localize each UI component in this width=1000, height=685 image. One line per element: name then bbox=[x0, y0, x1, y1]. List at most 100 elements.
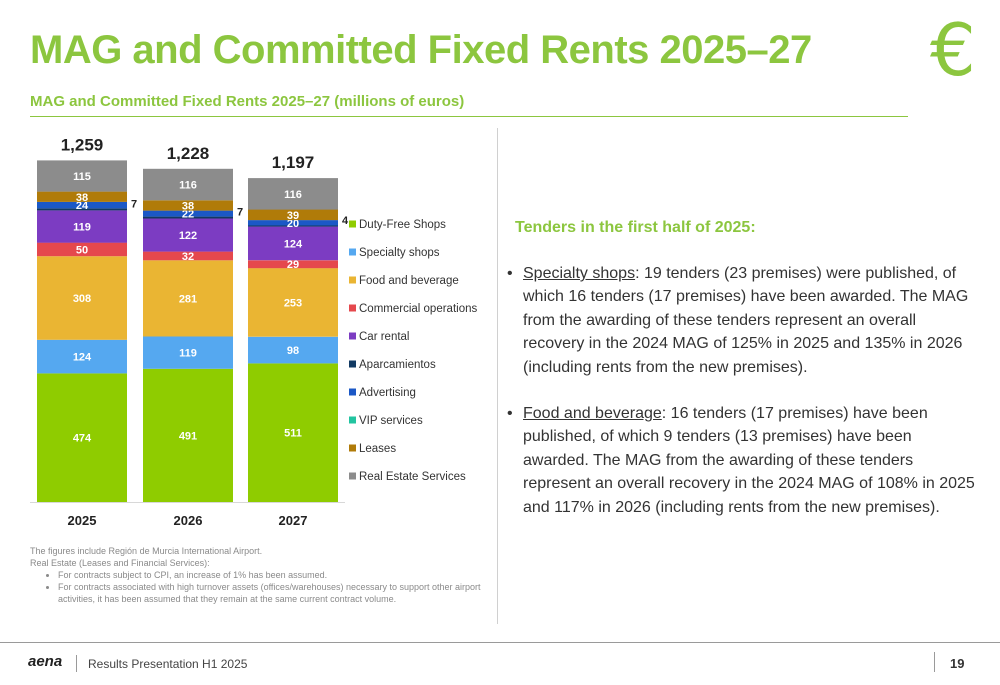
data-label: 115 bbox=[73, 171, 91, 183]
bullet-icon: • bbox=[507, 405, 513, 423]
bar-segment bbox=[37, 256, 127, 340]
note-line: The figures include Región de Murcia Int… bbox=[30, 546, 263, 556]
note-bullet: For contracts subject to CPI, an increas… bbox=[58, 569, 500, 581]
x-tick-label: 2025 bbox=[68, 513, 97, 528]
legend-label: Leases bbox=[359, 443, 396, 455]
data-label: 4 bbox=[342, 215, 349, 227]
subtitle-divider bbox=[30, 116, 908, 117]
legend-label: Advertising bbox=[359, 387, 416, 399]
bar-segment bbox=[248, 268, 338, 337]
legend-swatch bbox=[349, 416, 356, 424]
bar-segment bbox=[37, 373, 127, 502]
data-label: 7 bbox=[237, 207, 243, 219]
data-label: 22 bbox=[182, 209, 194, 221]
data-label: 50 bbox=[76, 244, 88, 256]
data-label: 20 bbox=[287, 218, 299, 230]
tender-category: Specialty shops bbox=[523, 265, 636, 282]
legend-swatch bbox=[349, 304, 356, 312]
tenders-list: • Specialty shops: 19 tenders (23 premise… bbox=[507, 262, 977, 542]
stacked-bar-chart: 47412430850119724381151,2592025491119281… bbox=[30, 135, 477, 528]
legend-label: Car rental bbox=[359, 331, 410, 343]
data-label: 124 bbox=[73, 352, 92, 364]
bar-segment bbox=[143, 210, 233, 217]
data-label: 281 bbox=[179, 293, 197, 305]
legend-swatch bbox=[349, 444, 356, 452]
data-label: 474 bbox=[73, 433, 92, 445]
data-label: 98 bbox=[287, 345, 299, 357]
data-label: 119 bbox=[73, 222, 91, 234]
bar-segment bbox=[143, 251, 233, 261]
data-label: 253 bbox=[284, 298, 302, 310]
note-line: Real Estate (Leases and Financial Servic… bbox=[30, 558, 210, 568]
legend-label: Real Estate Services bbox=[359, 471, 466, 483]
bar-segment bbox=[37, 160, 127, 192]
bar-segment bbox=[143, 218, 233, 252]
tender-category: Food and beverage bbox=[523, 405, 662, 423]
tender-item: • Specialty shops: 19 tenders (23 premise… bbox=[507, 262, 977, 379]
total-label: 1,197 bbox=[272, 153, 315, 172]
page-separator bbox=[934, 652, 935, 672]
bar-segment bbox=[143, 260, 233, 337]
data-label: 116 bbox=[284, 189, 302, 201]
bar-segment bbox=[143, 216, 233, 219]
tender-text: : 19 tenders (23 premises) were publishe… bbox=[523, 265, 969, 376]
legend-label: Food and beverage bbox=[359, 275, 459, 287]
data-label: 32 bbox=[182, 251, 194, 263]
data-label: 119 bbox=[179, 348, 197, 360]
note-bullet: For contracts associated with high turno… bbox=[58, 581, 500, 605]
bullet-icon: • bbox=[507, 265, 513, 282]
bar-segment bbox=[248, 220, 338, 226]
tenders-heading: Tenders in the first half of 2025: bbox=[515, 219, 756, 236]
legend-swatch bbox=[349, 332, 356, 340]
bar-segment bbox=[248, 260, 338, 269]
tender-text: : 16 tenders (17 premises) have been pub… bbox=[523, 405, 975, 516]
bar-segment bbox=[248, 178, 338, 210]
chart-subtitle: MAG and Committed Fixed Rents 2025–27 (m… bbox=[30, 93, 465, 110]
bar-segment bbox=[37, 339, 127, 374]
x-tick-label: 2027 bbox=[279, 513, 308, 528]
data-label: 38 bbox=[182, 201, 194, 213]
page-title: MAG and Committed Fixed Rents 2025–27 bbox=[30, 28, 812, 72]
bar-segment bbox=[37, 191, 127, 202]
legend-swatch bbox=[349, 248, 356, 256]
bar-segment bbox=[143, 368, 233, 502]
legend-swatch bbox=[349, 388, 356, 396]
bar-segment bbox=[248, 336, 338, 364]
chart-notes: The figures include Región de Murcia Int… bbox=[30, 545, 500, 605]
legend-swatch bbox=[349, 360, 356, 368]
bar-segment bbox=[248, 363, 338, 502]
data-label: 24 bbox=[76, 200, 89, 212]
data-label: 116 bbox=[179, 180, 197, 192]
euro-icon: € bbox=[930, 8, 976, 92]
bar-segment bbox=[248, 226, 338, 261]
bar-segment bbox=[248, 209, 338, 221]
total-label: 1,228 bbox=[167, 144, 210, 163]
data-label: 308 bbox=[73, 293, 91, 305]
data-label: 511 bbox=[284, 428, 302, 440]
x-tick-label: 2026 bbox=[174, 513, 203, 528]
bar-segment bbox=[37, 208, 127, 211]
column-divider bbox=[497, 128, 498, 624]
data-label: 38 bbox=[76, 192, 88, 204]
bar-segment bbox=[143, 200, 233, 211]
bar-segment bbox=[37, 242, 127, 257]
data-label: 29 bbox=[287, 259, 299, 271]
data-label: 122 bbox=[179, 230, 197, 242]
total-label: 1,259 bbox=[61, 135, 104, 154]
bar-segment bbox=[37, 210, 127, 243]
aena-logo: aena bbox=[28, 653, 63, 670]
legend-label: Aparcamientos bbox=[359, 359, 436, 371]
legend-label: Duty-Free Shops bbox=[359, 219, 446, 231]
legend-label: Commercial operations bbox=[359, 303, 477, 315]
bar-segment bbox=[143, 168, 233, 201]
data-label: 7 bbox=[131, 198, 137, 210]
bar-segment bbox=[37, 201, 127, 209]
footer-divider bbox=[0, 642, 1000, 643]
footer-separator bbox=[76, 655, 77, 672]
data-label: 39 bbox=[287, 210, 299, 222]
footer-text: Results Presentation H1 2025 bbox=[88, 657, 248, 671]
tender-item: • Food and beverage: 16 tenders (17 premi… bbox=[507, 402, 977, 519]
bar-segment bbox=[143, 336, 233, 369]
legend-label: Specialty shops bbox=[359, 247, 440, 259]
data-label: 491 bbox=[179, 430, 197, 442]
